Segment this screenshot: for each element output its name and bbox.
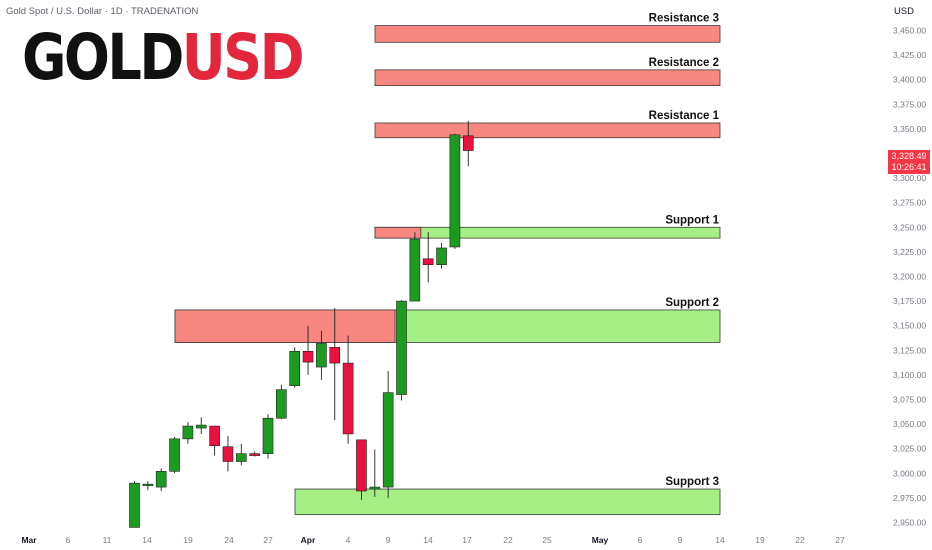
candle-body xyxy=(262,417,274,454)
candle-body xyxy=(169,438,180,472)
x-tick-label: 25 xyxy=(542,535,552,545)
support-zone xyxy=(374,226,721,239)
x-tick-label: 17 xyxy=(462,535,472,545)
resistance-zone xyxy=(374,122,721,139)
y-tick-label: 3,125.00 xyxy=(893,345,926,355)
x-tick-label: 4 xyxy=(346,535,351,545)
currency-label[interactable]: USD xyxy=(893,6,914,17)
candle-body xyxy=(209,425,220,447)
x-tick-label: 14 xyxy=(715,535,725,545)
y-tick-label: 3,250.00 xyxy=(893,222,926,232)
y-tick-label: 3,425.00 xyxy=(893,50,926,60)
y-tick-label: 3,450.00 xyxy=(893,26,926,36)
candle-body xyxy=(195,424,207,429)
candle-body xyxy=(289,350,301,387)
candle-body xyxy=(382,392,394,488)
zone-label: Resistance 1 xyxy=(649,110,720,122)
x-tick-label: 19 xyxy=(183,535,193,545)
candle-body xyxy=(396,300,407,395)
support-zone xyxy=(294,488,721,516)
candle-body xyxy=(222,446,234,462)
x-tick-label: 11 xyxy=(103,535,112,545)
last-price-tag: 3,328.49 10:26:41 xyxy=(888,150,930,174)
y-tick-label: 3,075.00 xyxy=(893,395,926,405)
x-tick-label: 24 xyxy=(224,535,234,545)
zone-label: Support 2 xyxy=(665,297,719,309)
zone-label: Support 3 xyxy=(665,476,719,488)
brand-title-part-2: USD xyxy=(181,21,305,94)
x-tick-label: Apr xyxy=(301,535,316,545)
candle-body xyxy=(356,439,367,492)
x-tick-label: 19 xyxy=(755,535,765,545)
x-tick-label: 27 xyxy=(263,535,273,545)
y-tick-label: 3,300.00 xyxy=(893,173,926,183)
y-tick-label: 3,100.00 xyxy=(893,370,926,380)
candle-body xyxy=(129,482,140,528)
candle-body xyxy=(422,258,434,265)
candle-body xyxy=(342,362,354,435)
resistance-zone xyxy=(374,25,721,43)
x-tick-label: 9 xyxy=(678,535,683,545)
candle-body xyxy=(182,425,194,440)
candle-body xyxy=(316,343,327,368)
candle-body xyxy=(462,135,474,151)
brand-title-part-1: GOLD xyxy=(22,21,184,94)
candle-body xyxy=(302,350,314,363)
x-tick-label: May xyxy=(592,535,609,545)
resistance-zone xyxy=(374,69,721,87)
x-tick-label: 27 xyxy=(835,535,845,545)
resistance-zone-overlap xyxy=(174,309,396,343)
candle-body xyxy=(276,389,287,419)
y-tick-label: 3,275.00 xyxy=(893,198,926,208)
last-price: 3,328.49 xyxy=(891,151,927,161)
candle-body xyxy=(236,453,247,462)
bar-countdown: 10:26:41 xyxy=(891,162,927,172)
brand-title: GOLDUSD xyxy=(22,26,305,89)
y-tick-label: 3,350.00 xyxy=(893,124,926,134)
y-tick-label: 3,050.00 xyxy=(893,419,926,429)
symbol-header: Gold Spot / U.S. Dollar · 1D · TRADENATI… xyxy=(6,6,199,17)
candle-body xyxy=(409,238,421,302)
y-tick-label: 3,000.00 xyxy=(893,468,926,478)
y-tick-label: 3,375.00 xyxy=(893,99,926,109)
candle-body xyxy=(142,483,154,486)
y-tick-label: 3,150.00 xyxy=(893,321,926,331)
x-tick-label: 6 xyxy=(638,535,643,545)
candle-body xyxy=(155,471,167,488)
candle-body xyxy=(449,134,461,248)
candle-body xyxy=(249,453,260,456)
x-tick-label: 6 xyxy=(66,535,71,545)
x-tick-label: 22 xyxy=(795,535,805,545)
x-tick-label: 9 xyxy=(386,535,391,545)
zone-label: Resistance 3 xyxy=(649,13,719,25)
y-tick-label: 2,950.00 xyxy=(893,518,926,528)
y-tick-label: 3,025.00 xyxy=(893,444,926,454)
x-tick-label: 14 xyxy=(142,535,152,545)
resistance-zone-overlap xyxy=(374,226,422,239)
x-tick-label: Mar xyxy=(21,535,37,545)
y-tick-label: 2,975.00 xyxy=(893,493,926,503)
y-tick-label: 3,400.00 xyxy=(893,75,926,85)
y-tick-label: 3,200.00 xyxy=(893,272,926,282)
zone-label: Support 1 xyxy=(665,214,719,226)
zone-label: Resistance 2 xyxy=(649,57,719,69)
candle-body xyxy=(436,247,447,265)
x-tick-label: 22 xyxy=(503,535,513,545)
y-tick-label: 3,175.00 xyxy=(893,296,926,306)
candle-body xyxy=(329,347,341,364)
x-tick-label: 14 xyxy=(423,535,433,545)
y-tick-label: 3,225.00 xyxy=(893,247,926,257)
candle-body xyxy=(369,486,381,490)
